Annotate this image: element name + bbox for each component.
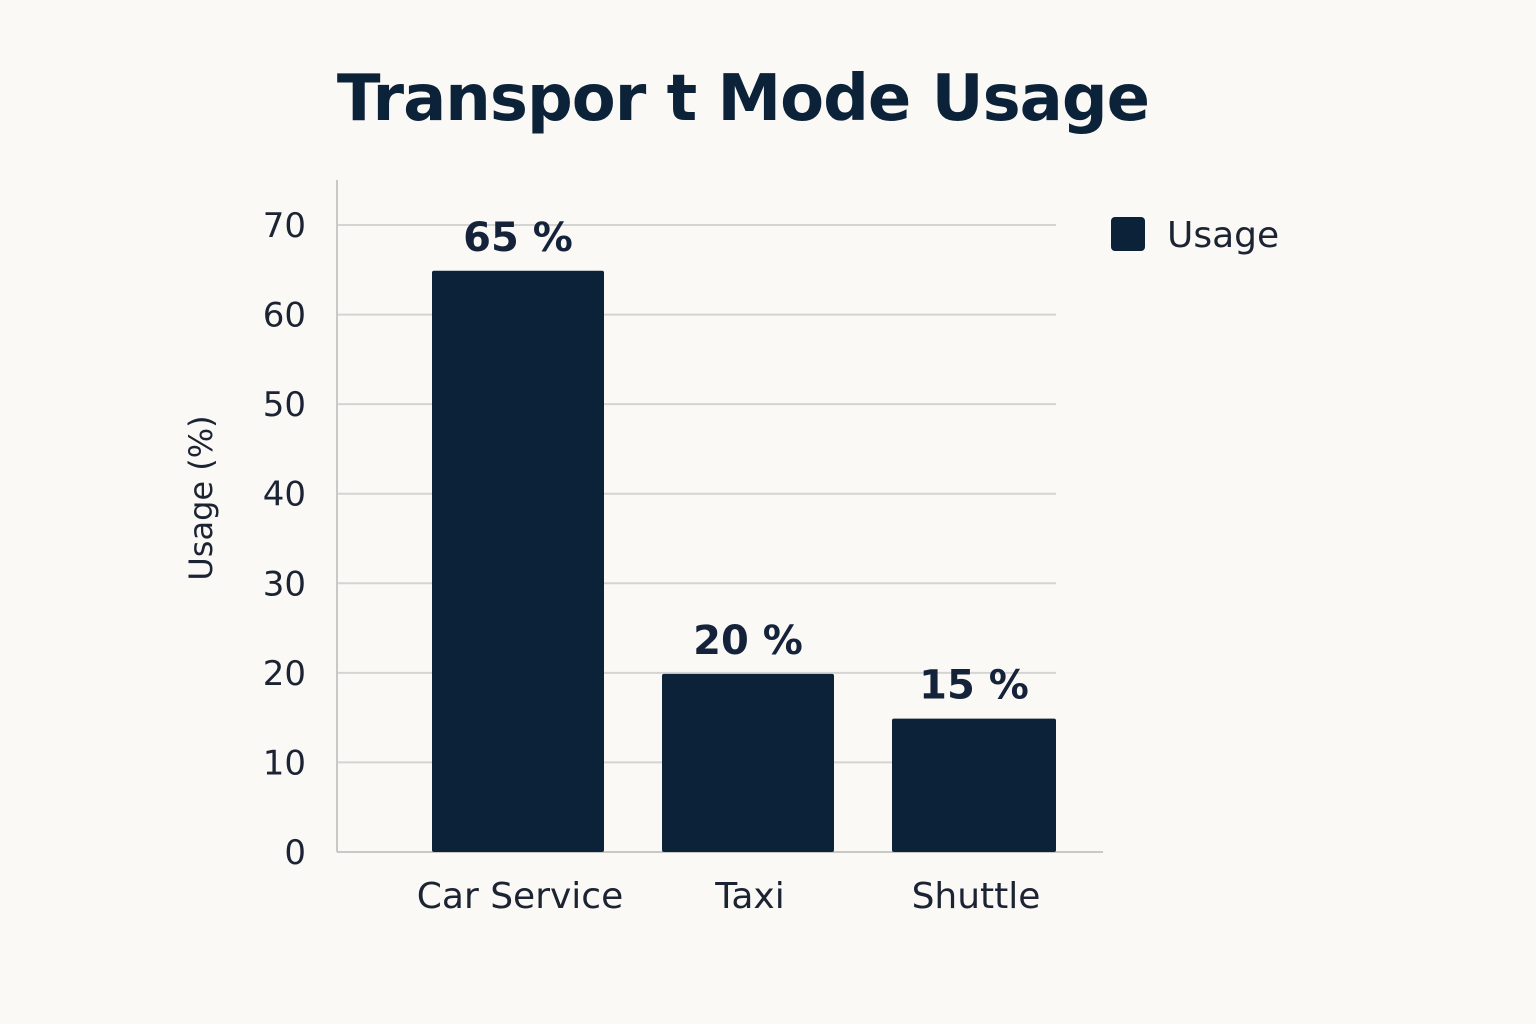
bars bbox=[432, 270, 1056, 852]
category-label: Taxi bbox=[714, 876, 784, 917]
y-tick-label: 20 bbox=[263, 654, 306, 694]
y-tick-label: 10 bbox=[263, 743, 306, 783]
data-label: 20 % bbox=[693, 618, 803, 664]
y-tick-label: 40 bbox=[263, 475, 306, 515]
legend-label: Usage bbox=[1167, 215, 1279, 256]
y-tick-label: 50 bbox=[263, 385, 306, 425]
y-tick-label: 70 bbox=[263, 206, 306, 246]
legend-swatch bbox=[1111, 217, 1145, 251]
bar-taxi bbox=[662, 673, 834, 852]
y-tick-label: 0 bbox=[284, 833, 306, 873]
chart-title: Transpor t Mode Usage bbox=[336, 62, 1150, 136]
category-label: Car Service bbox=[417, 876, 624, 917]
category-label: Shuttle bbox=[912, 876, 1041, 917]
bar-shuttle bbox=[892, 718, 1056, 852]
bar-car-service bbox=[432, 270, 604, 852]
legend: Usage bbox=[1111, 215, 1279, 256]
data-label: 65 % bbox=[463, 215, 573, 261]
y-tick-label: 30 bbox=[263, 564, 306, 604]
y-axis-label: Usage (%) bbox=[182, 415, 220, 580]
data-label: 15 % bbox=[919, 663, 1029, 709]
y-tick-labels: 0 10 20 30 40 50 60 70 bbox=[263, 206, 306, 873]
data-labels: 65 % 20 % 15 % bbox=[463, 215, 1029, 709]
y-tick-label: 60 bbox=[263, 296, 306, 336]
category-labels: Car Service Taxi Shuttle bbox=[417, 876, 1041, 917]
